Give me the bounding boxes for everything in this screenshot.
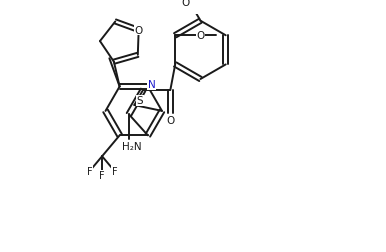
Text: O: O xyxy=(166,116,174,126)
Text: O: O xyxy=(196,31,205,41)
Text: O: O xyxy=(182,0,190,8)
Text: O: O xyxy=(135,26,143,36)
Text: S: S xyxy=(137,96,143,106)
Text: N: N xyxy=(148,80,156,90)
Text: H₂N: H₂N xyxy=(122,141,141,151)
Text: F: F xyxy=(99,171,105,181)
Text: F: F xyxy=(112,166,117,176)
Text: F: F xyxy=(87,166,93,176)
